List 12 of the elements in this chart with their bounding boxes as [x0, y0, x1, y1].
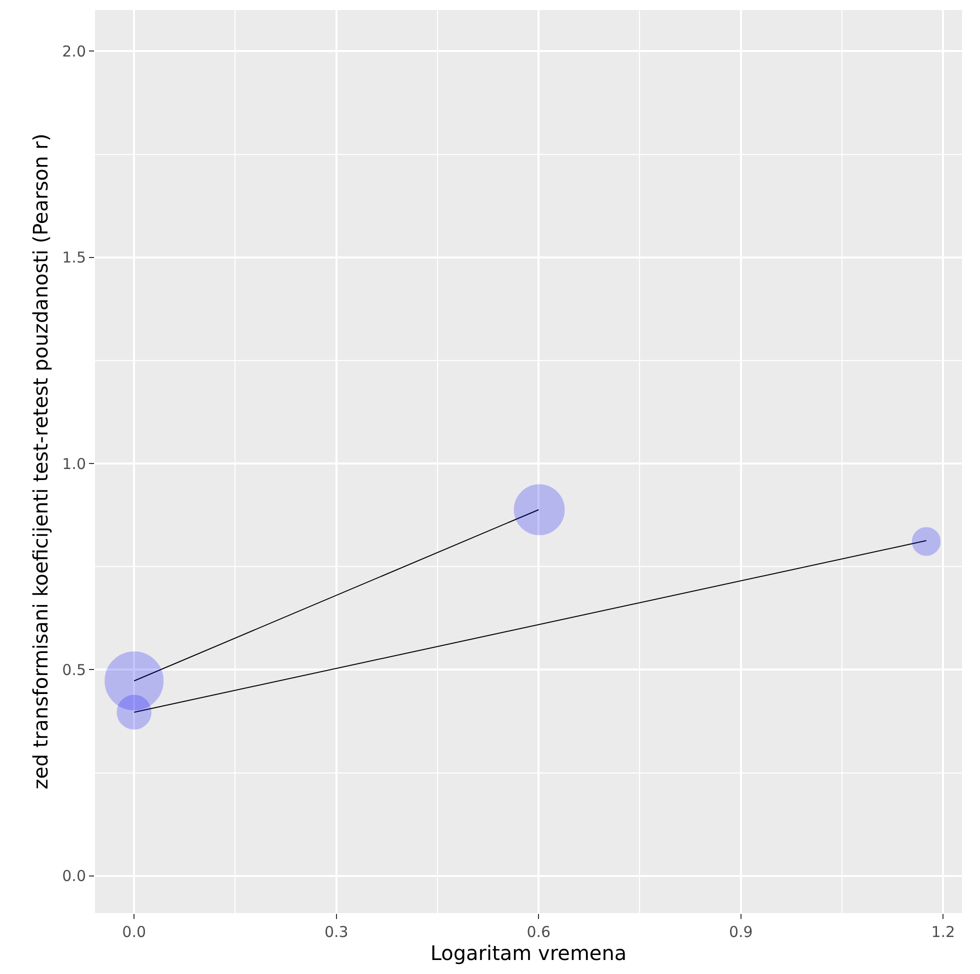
y-tick-label: 1.0	[62, 454, 86, 473]
y-tick-label: 0.0	[62, 867, 86, 886]
y-tick-label: 0.5	[62, 660, 86, 679]
x-tick-label: 0.9	[728, 923, 753, 941]
x-tick-label: 0.3	[324, 923, 348, 941]
x-tick-label: 0.0	[122, 923, 146, 941]
y-tick-label: 1.5	[62, 248, 86, 267]
x-tick-label: 1.2	[931, 923, 956, 941]
x-axis-title: Logaritam vremena	[430, 941, 627, 965]
y-tick-label: 2.0	[62, 42, 86, 60]
y-axis-title: zed transformisani koeficijenti test-retest pouzdanosti (Pearson r)	[28, 134, 53, 790]
x-tick-label: 0.6	[526, 923, 551, 941]
